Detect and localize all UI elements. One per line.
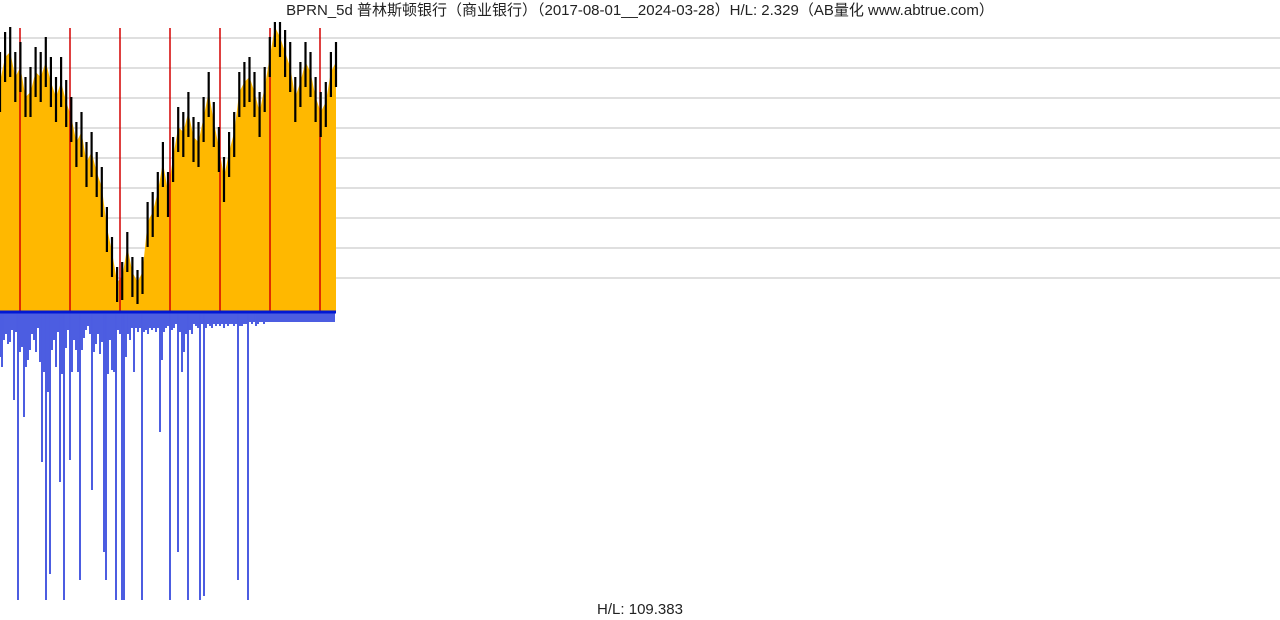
chart-footer: H/L: 109.383 bbox=[0, 600, 1280, 620]
price-volume-chart bbox=[0, 22, 1280, 600]
chart-title: BPRN_5d 普林斯顿银行（商业银行）（2017-08-01__2024-03… bbox=[0, 0, 1280, 22]
